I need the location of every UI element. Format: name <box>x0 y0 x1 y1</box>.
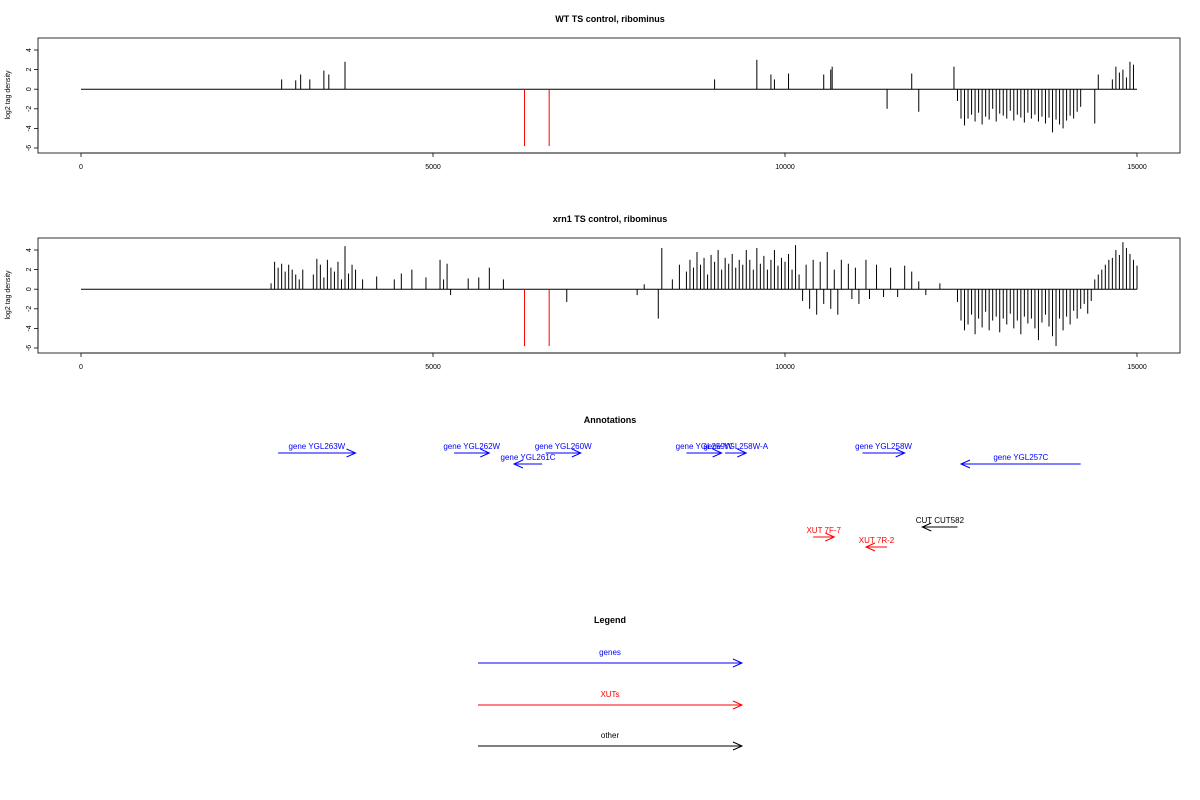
legend: Legend genes XUTs other <box>478 615 744 751</box>
x-axis: 0 5000 10000 15000 <box>79 152 1147 171</box>
legend-items: genes XUTs other <box>478 648 744 751</box>
annotation-feature: gene YGL263W <box>278 442 357 458</box>
annotation-label: gene YGL260W <box>535 442 592 451</box>
annotation-label: XUT 7R-2 <box>859 536 895 545</box>
x-tick-label: 0 <box>79 364 83 371</box>
legend-arrowhead <box>732 658 744 668</box>
y-axis-label: log2 tag density <box>5 270 12 320</box>
annotation-arrowhead <box>737 448 748 458</box>
annotation-feature: gene YGL259W <box>676 442 733 458</box>
xrn1-density-panel: xrn1 TS control, ribominus log2 tag dens… <box>5 214 1181 371</box>
annotation-arrowhead <box>959 459 971 469</box>
legend-title: Legend <box>594 615 626 625</box>
x-tick-label: 5000 <box>425 164 441 171</box>
annotation-arrowhead <box>825 532 836 542</box>
y-tick-label: -2 <box>26 306 33 312</box>
x-tick-label: 0 <box>79 164 83 171</box>
legend-item: XUTs <box>478 690 744 710</box>
panel-title: xrn1 TS control, ribominus <box>553 214 668 224</box>
y-axis: -6 -4 -2 0 2 4 <box>26 48 39 151</box>
annotation-label: gene YGL258W-A <box>703 442 768 451</box>
annotation-label: gene YGL261C <box>501 453 556 462</box>
x-tick-label: 10000 <box>775 364 795 371</box>
annotation-label: gene YGL258W <box>855 442 912 451</box>
annotation-label: CUT CUT582 <box>916 516 965 525</box>
y-tick-label: 4 <box>26 48 33 52</box>
annotation-feature: gene YGL257C <box>959 453 1081 469</box>
annotation-feature: gene YGL262W <box>443 442 501 458</box>
x-tick-label: 10000 <box>775 164 795 171</box>
annotation-feature: gene YGL258W-A <box>703 442 769 458</box>
x-tick-label: 15000 <box>1127 164 1147 171</box>
x-tick-label: 5000 <box>425 364 441 371</box>
panel-title: WT TS control, ribominus <box>555 14 665 24</box>
annotations-title: Annotations <box>584 415 637 425</box>
wt-density-panel: WT TS control, ribominus log2 tag densit… <box>5 14 1181 171</box>
y-tick-label: -6 <box>26 145 33 151</box>
annotation-label: gene YGL257C <box>993 453 1048 462</box>
y-tick-label: -4 <box>26 125 33 131</box>
annotation-label: XUT 7F-7 <box>806 526 841 535</box>
legend-item: other <box>478 731 744 751</box>
annotation-feature: XUT 7R-2 <box>859 536 895 552</box>
annotation-feature: XUT 7F-7 <box>806 526 842 542</box>
annotation-arrowhead <box>712 448 723 458</box>
legend-label: genes <box>599 648 621 657</box>
bar-marks <box>81 242 1138 347</box>
y-tick-label: -6 <box>26 345 33 351</box>
annotation-arrowhead <box>480 448 491 458</box>
y-tick-label: 0 <box>26 287 33 291</box>
annotation-arrowhead <box>895 448 906 458</box>
legend-arrowhead <box>732 700 744 710</box>
y-tick-label: 2 <box>26 68 33 72</box>
plot-frame <box>37 37 1181 154</box>
y-tick-label: -2 <box>26 106 33 112</box>
bar-marks <box>81 59 1137 147</box>
y-tick-label: 4 <box>26 248 33 252</box>
annotations-panel: Annotations gene YGL263W gene YGL262Wgene… <box>278 415 1081 552</box>
annotation-feature: gene YGL258W <box>855 442 912 458</box>
y-tick-label: 0 <box>26 87 33 91</box>
plot-frame <box>37 237 1181 354</box>
annotation-label: gene YGL259W <box>676 442 733 451</box>
y-axis-label: log2 tag density <box>5 70 12 120</box>
y-tick-label: 2 <box>26 268 33 272</box>
annotation-arrowhead <box>864 542 876 552</box>
annotation-arrowhead <box>512 459 524 469</box>
annotation-feature: gene YGL261C <box>501 453 556 469</box>
legend-item: genes <box>478 648 744 668</box>
legend-arrowhead <box>732 741 744 751</box>
annotation-arrowhead <box>921 522 932 532</box>
legend-label: XUTs <box>600 690 619 699</box>
x-tick-label: 15000 <box>1127 364 1147 371</box>
annotation-label: gene YGL263W <box>288 442 345 451</box>
x-axis: 0 5000 10000 15000 <box>79 352 1147 371</box>
annotation-feature: CUT CUT582 <box>916 516 965 532</box>
y-axis: -6 -4 -2 0 2 4 <box>26 248 39 351</box>
legend-label: other <box>601 731 620 740</box>
annotation-arrowhead <box>346 448 357 458</box>
annotation-arrowhead <box>571 448 583 458</box>
y-tick-label: -4 <box>26 325 33 331</box>
annotation-feature: gene YGL260W <box>535 442 592 458</box>
annotation-label: gene YGL262W <box>443 442 500 451</box>
